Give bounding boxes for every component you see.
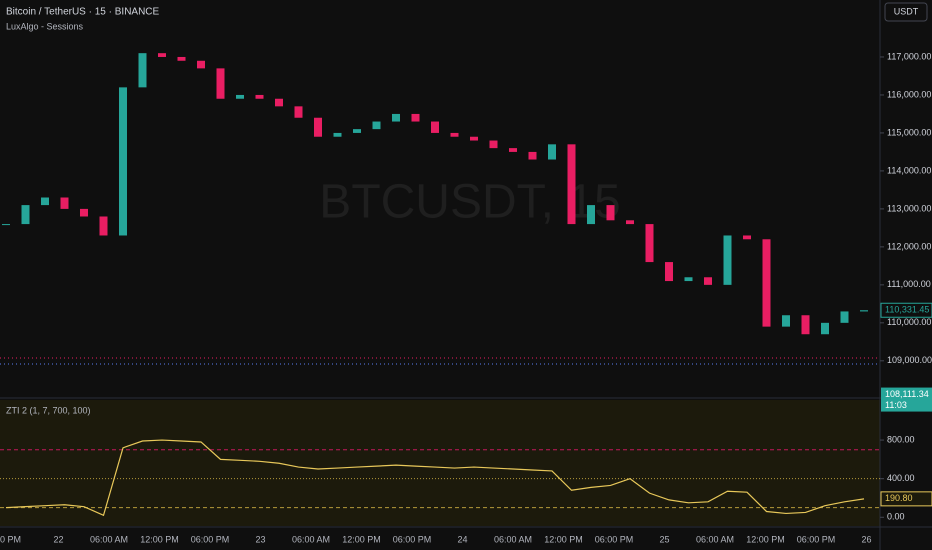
candle (197, 60, 205, 69)
y-tick-label: 400.00 (887, 473, 915, 483)
candle (138, 53, 147, 88)
candle (723, 235, 732, 285)
x-tick-label: 12:00 PM (544, 534, 583, 544)
y-tick-label: 116,000.00 (887, 89, 931, 99)
candle (21, 205, 30, 225)
candle (216, 68, 225, 99)
candle (782, 315, 790, 327)
y-tick-label: 112,000.00 (887, 241, 931, 251)
candle (684, 277, 693, 282)
price-label-text: 110,331.45 (885, 305, 929, 315)
x-tick-label: 00 PM (0, 534, 21, 544)
x-tick-label: 24 (457, 534, 467, 544)
candle (470, 136, 478, 141)
x-tick-label: 06:00 PM (797, 534, 836, 544)
candle (450, 132, 459, 137)
y-tick-label: 117,000.00 (887, 51, 931, 61)
y-tick-label: 109,000.00 (887, 355, 932, 365)
candle (255, 94, 264, 99)
candle (392, 113, 400, 122)
candle (567, 144, 576, 225)
x-tick-label: 12:00 PM (140, 534, 179, 544)
x-tick-label: 06:00 AM (696, 534, 734, 544)
candle (177, 56, 186, 61)
y-tick-label: 115,000.00 (887, 127, 931, 137)
candle (294, 106, 303, 118)
x-tick-label: 06:00 PM (393, 534, 432, 544)
candle (743, 235, 751, 240)
x-tick-label: 06:00 PM (191, 534, 230, 544)
indicator-pane (0, 400, 880, 526)
candle (314, 117, 322, 137)
x-tick-label: 25 (659, 534, 669, 544)
candle (333, 132, 342, 137)
candle (821, 322, 829, 335)
indicator-line (5, 439, 865, 517)
candle (119, 87, 127, 236)
candle (801, 315, 810, 335)
candle (236, 94, 244, 99)
x-tick-label: 06:00 AM (292, 534, 330, 544)
symbol-title: Bitcoin / TetherUS · 15 · BINANCE (6, 7, 160, 18)
indicator-label (880, 491, 932, 507)
candle (509, 148, 517, 152)
candle (840, 311, 849, 323)
currency[interactable]: USDT (894, 6, 919, 16)
candle (411, 113, 420, 122)
candle (41, 197, 49, 206)
candle (587, 205, 595, 225)
marker-label (881, 387, 932, 412)
candle (762, 239, 771, 327)
y-tick-label: 110,000.00 (887, 317, 931, 327)
price-label (880, 302, 932, 318)
candle (2, 224, 10, 226)
candle (158, 53, 166, 57)
candle (860, 310, 868, 312)
candle (275, 98, 283, 107)
candle (372, 121, 381, 130)
candle (431, 121, 439, 133)
candle (489, 140, 498, 149)
y-tick-label: 800.00 (887, 434, 915, 444)
y-tick-label: 111,000.00 (887, 279, 931, 289)
y-tick-label: 114,000.00 (887, 165, 931, 175)
marker-time: 11:03 (885, 400, 907, 410)
candle (626, 220, 634, 225)
candle (704, 277, 712, 285)
indicator-title: ZTI 2 (1, 7, 700, 100) (6, 405, 91, 415)
candle (606, 205, 615, 221)
x-tick-label: 12:00 PM (746, 534, 785, 544)
marker-label-text: 108,111.34 (885, 389, 929, 399)
x-tick-label: 23 (255, 534, 265, 544)
candle (60, 197, 69, 209)
indicator-label-text: 190.80 (885, 493, 913, 503)
candle (645, 224, 654, 263)
y-tick-label: 113,000.00 (887, 203, 931, 213)
x-tick-label: 22 (53, 534, 63, 544)
currency-button[interactable] (884, 2, 928, 22)
candle (80, 208, 88, 217)
x-tick-label: 12:00 PM (342, 534, 381, 544)
x-tick-label: 26 (861, 534, 871, 544)
y-tick-label: 0.00 (887, 512, 905, 522)
x-tick-label: 06:00 AM (494, 534, 532, 544)
study-title: LuxAlgo - Sessions (6, 21, 84, 31)
x-tick-label: 06:00 AM (90, 534, 128, 544)
candle (665, 262, 673, 282)
candle (353, 129, 361, 133)
candle (528, 151, 537, 160)
candle (99, 216, 108, 236)
x-tick-label: 06:00 PM (595, 534, 634, 544)
candle (548, 144, 556, 160)
